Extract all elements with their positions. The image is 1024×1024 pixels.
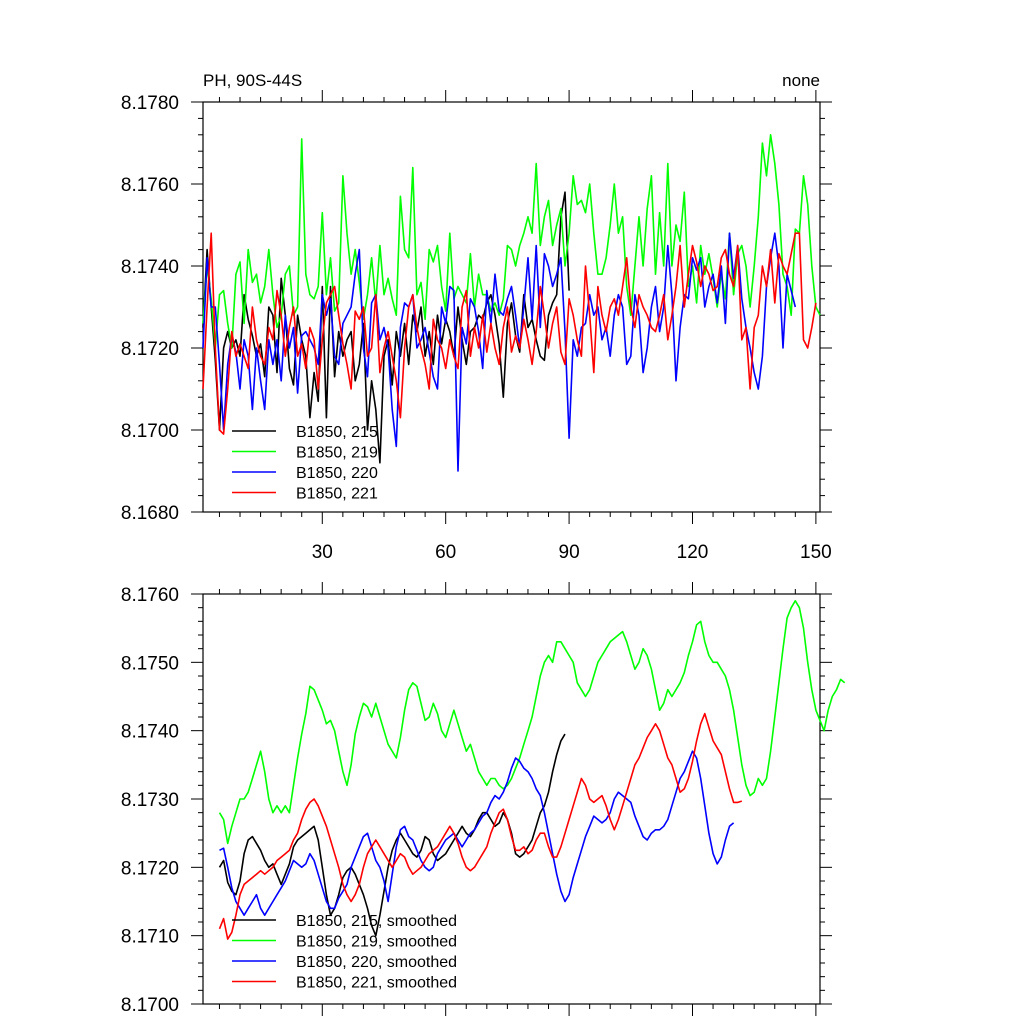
bottom-y-tick-label: 8.1750: [121, 653, 179, 674]
bottom-panel-plot-area: 8.1700 8.1710 8.1720 8.1730 8.1740 8.1750 8.17…: [121, 582, 846, 1016]
top-y-tick-label: 8.1780: [121, 93, 179, 114]
bottom-panel: 8.1700 8.1710 8.1720 8.1730 8.1740 8.1750 8.17…: [121, 582, 846, 1016]
top-x-tick-label: 30: [312, 542, 333, 563]
bottom-y-tick-label: 8.1740: [121, 722, 179, 743]
top-legend-label-3: B1850, 220: [296, 465, 378, 482]
bottom-y-tick-label: 8.1700: [121, 995, 179, 1016]
top-legend-label-4: B1850, 221: [296, 486, 378, 503]
bottom-y-tick-label: 8.1760: [121, 585, 179, 606]
bottom-y-tick-label: 8.1730: [121, 790, 179, 811]
top-panel-title: PH, 90S-44S: [203, 71, 302, 90]
bottom-series-line-4: [218, 712, 743, 940]
bottom-legend-label-4: B1850, 221, smoothed: [296, 975, 457, 992]
bottom-legend-label-2: B1850, 219, smoothed: [296, 934, 457, 951]
top-panel-plot-area: 30 60 90 120 150 8.1680 8.1700 8.1720 8.1740 8.17…: [121, 90, 832, 563]
top-legend-label-1: B1850, 215: [296, 424, 378, 441]
bottom-series-line-3: [219, 750, 735, 917]
top-x-tick-label: 150: [800, 542, 832, 563]
top-series-line-4: [202, 232, 817, 435]
top-series-line-1: [202, 191, 570, 464]
top-series-line-2: [202, 134, 821, 349]
top-panel-title-right: none: [782, 71, 820, 90]
top-y-tick-label: 8.1760: [121, 175, 179, 196]
bottom-y-tick-label: 8.1720: [121, 858, 179, 879]
top-panel: PH, 90S-44S none 30 60 90 120 150 8.1680 8.170…: [121, 71, 832, 563]
top-y-tick-label: 8.1680: [121, 503, 179, 524]
bottom-legend-label-1: B1850, 215, smoothed: [296, 913, 457, 930]
top-y-tick-label: 8.1740: [121, 257, 179, 278]
bottom-series-line-2: [218, 599, 846, 845]
top-plot-frame: [202, 101, 821, 513]
top-y-tick-label: 8.1700: [121, 421, 179, 442]
top-y-tick-label: 8.1720: [121, 339, 179, 360]
top-x-tick-label: 90: [559, 542, 580, 563]
top-x-tick-label: 60: [435, 542, 456, 563]
bottom-legend-label-3: B1850, 220, smoothed: [296, 954, 457, 971]
bottom-y-tick-label: 8.1710: [121, 927, 179, 948]
top-x-tick-label: 120: [677, 542, 709, 563]
top-series-line-3: [202, 232, 797, 472]
top-legend-label-2: B1850, 219: [296, 445, 378, 462]
